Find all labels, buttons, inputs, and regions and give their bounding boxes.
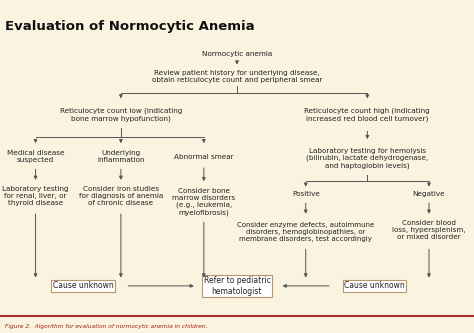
Text: Figure 2.  Algorithm for evaluation of normocytic anemia in children.: Figure 2. Algorithm for evaluation of no…	[5, 323, 207, 329]
Text: Underlying
inflammation: Underlying inflammation	[97, 151, 145, 164]
Text: Laboratory testing
for renal, liver, or
thyroid disease: Laboratory testing for renal, liver, or …	[2, 186, 69, 206]
Text: Cause unknown: Cause unknown	[53, 281, 113, 290]
Text: Normocytic anemia: Normocytic anemia	[202, 51, 272, 57]
Text: Negative: Negative	[413, 190, 445, 196]
Text: Medical disease
suspected: Medical disease suspected	[7, 151, 64, 164]
Text: Consider iron studies
for diagnosis of anemia
of chronic disease: Consider iron studies for diagnosis of a…	[79, 186, 163, 206]
Text: Cause unknown: Cause unknown	[344, 281, 405, 290]
Text: Reticulocyte count high (indicating
increased red blood cell turnover): Reticulocyte count high (indicating incr…	[304, 108, 430, 122]
Text: Refer to pediatric
hematologist: Refer to pediatric hematologist	[203, 276, 271, 296]
Text: Abnormal smear: Abnormal smear	[174, 154, 234, 160]
Text: Consider enzyme defects, autoimmune
disorders, hemoglobinopathies, or
membrane d: Consider enzyme defects, autoimmune diso…	[237, 221, 374, 242]
Text: Laboratory testing for hemolysis
(bilirubin, lactate dehydrogenase,
and haptoglo: Laboratory testing for hemolysis (biliru…	[306, 148, 428, 169]
Text: Consider bone
marrow disorders
(e.g., leukemia,
myelofibrosis): Consider bone marrow disorders (e.g., le…	[172, 188, 236, 216]
Text: Evaluation of Normocytic Anemia: Evaluation of Normocytic Anemia	[5, 20, 255, 34]
Text: Positive: Positive	[292, 190, 319, 196]
Text: Consider blood
loss, hypersplenism,
or mixed disorder: Consider blood loss, hypersplenism, or m…	[392, 220, 466, 240]
Text: Review patient history for underlying disease,
obtain reticulocyte count and per: Review patient history for underlying di…	[152, 70, 322, 83]
Text: Reticulocyte count low (indicating
bone marrow hypofunction): Reticulocyte count low (indicating bone …	[60, 108, 182, 122]
